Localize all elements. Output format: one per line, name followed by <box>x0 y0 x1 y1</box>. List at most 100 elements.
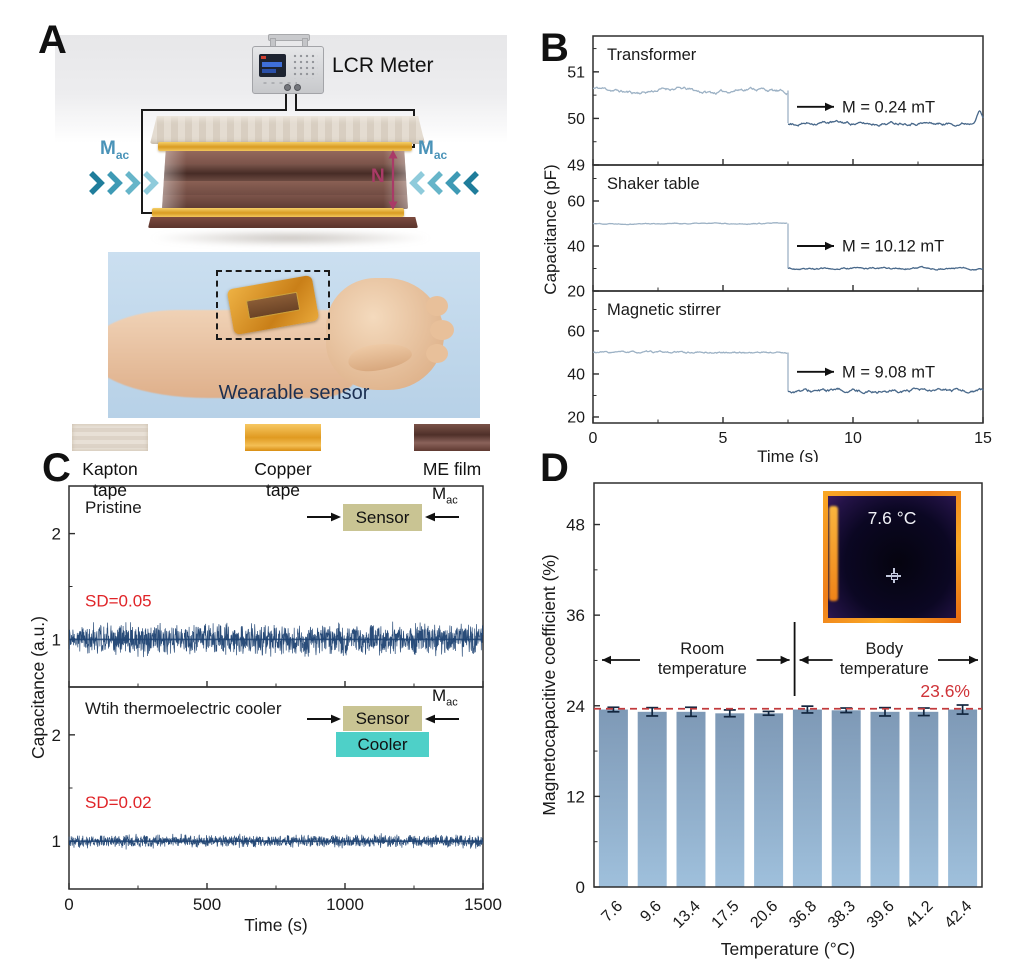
thermal-image: 7.6 °C <box>828 496 956 618</box>
lcr-screen-readout <box>262 69 276 73</box>
sensor-inset-label: Sensor <box>355 507 410 527</box>
svg-text:Magnetocapacitive coefficient: Magnetocapacitive coefficient (%) <box>540 554 559 815</box>
svg-text:Temperature (°C): Temperature (°C) <box>721 939 855 959</box>
panel-d: D 7.6 9.6 13.4 17.5 20.6 36.8 38.3 39.6 41.2 42.4… <box>540 448 1028 974</box>
mac-right-label: Mac <box>418 138 448 162</box>
legend-item-mefilm: ME film <box>412 424 492 480</box>
svg-text:Pristine: Pristine <box>85 498 142 517</box>
svg-text:24: 24 <box>566 697 585 716</box>
knuckle <box>430 320 454 340</box>
lcr-power-led <box>261 56 266 59</box>
bar-17.5 <box>715 713 745 887</box>
svg-text:38.3: 38.3 <box>825 898 859 932</box>
svg-text:1500: 1500 <box>464 895 502 914</box>
svg-text:SD=0.02: SD=0.02 <box>85 793 152 812</box>
panel-c-label: C <box>42 446 71 490</box>
svg-text:41.2: 41.2 <box>903 898 937 932</box>
base-layer <box>148 217 418 228</box>
sensor-highlight-box <box>216 270 330 340</box>
copper-swatch <box>245 424 321 451</box>
svg-text:48: 48 <box>566 516 585 535</box>
svg-text:39.6: 39.6 <box>864 898 898 932</box>
svg-text:7.6: 7.6 <box>598 898 626 926</box>
knuckle <box>426 344 448 363</box>
svg-text:0: 0 <box>64 895 73 914</box>
svg-text:9.6: 9.6 <box>637 898 665 926</box>
field-chevrons-left-icon <box>89 171 159 195</box>
svg-text:40: 40 <box>567 239 585 256</box>
arrow-right-icon <box>307 512 341 522</box>
lcr-screen <box>259 54 286 77</box>
panel-a: A LCR Meter <box>30 18 530 501</box>
svg-text:36.8: 36.8 <box>786 898 820 932</box>
panel-a-label: A <box>38 18 67 62</box>
arrow-right-icon <box>307 714 341 724</box>
panel-b-label: B <box>540 26 569 70</box>
subplot-magnetic-stirrer: 20 40 60 Magnetic stirrer M = 9.08 mT <box>567 290 984 426</box>
kapton-label: Kapton tape <box>82 459 138 500</box>
sensor-inset-box: Sensor <box>343 504 422 531</box>
svg-text:Capacitance (pF): Capacitance (pF) <box>541 164 560 294</box>
thermal-temperature-label: 7.6 °C <box>867 508 917 528</box>
bar-36.8 <box>792 709 822 887</box>
svg-text:42.4: 42.4 <box>941 898 975 932</box>
svg-text:12: 12 <box>566 787 585 806</box>
mac-inset-label: Mac <box>432 484 458 507</box>
svg-text:M = 10.12 mT: M = 10.12 mT <box>842 238 944 256</box>
chart-c: 1 2 Pristine SD=0.05 1 2 Wtih thermoelectric c… <box>30 485 502 935</box>
bar-20.6 <box>754 713 784 887</box>
svg-text:20: 20 <box>567 409 585 426</box>
svg-text:36: 36 <box>566 606 585 625</box>
subplot-transformer: 49 50 51 Transformer M = 0.24 mT <box>567 35 984 175</box>
svg-text:Time (s): Time (s) <box>244 915 308 935</box>
svg-text:2: 2 <box>52 726 61 745</box>
svg-text:20.6: 20.6 <box>747 898 781 932</box>
wearable-sensor-label: Wearable sensor <box>218 382 370 404</box>
svg-text:5: 5 <box>719 430 728 447</box>
me-film-layer <box>162 164 408 181</box>
lcr-meter <box>252 34 324 94</box>
bar-41.2 <box>909 711 939 887</box>
bar-42.4 <box>948 709 978 887</box>
lcr-button-row <box>261 81 297 85</box>
svg-text:Wtih thermoelectric cooler: Wtih thermoelectric cooler <box>85 699 282 718</box>
field-chevrons-right-icon <box>409 171 479 195</box>
chart-d: 7.6 9.6 13.4 17.5 20.6 36.8 38.3 39.6 41.2 42.4 0 1… <box>540 482 983 959</box>
subplot-cooler: 1 2 Wtih thermoelectric cooler SD=0.02 <box>52 686 484 890</box>
lcr-keypad <box>292 53 318 79</box>
bar-39.6 <box>870 711 900 887</box>
me-film-layer <box>162 195 408 209</box>
legend-item-copper: Copper tape <box>243 424 323 501</box>
me-film-swatch <box>414 424 490 451</box>
kapton-swatch <box>72 424 148 451</box>
panel-d-label: D <box>540 446 569 490</box>
svg-text:1000: 1000 <box>326 895 364 914</box>
svg-text:SD=0.05: SD=0.05 <box>85 591 152 610</box>
lcr-body <box>252 46 324 94</box>
arrow-left-icon <box>425 512 459 522</box>
svg-text:13.4: 13.4 <box>670 898 704 932</box>
svg-text:500: 500 <box>193 895 221 914</box>
copper-label: Copper tape <box>254 459 312 500</box>
svg-text:0: 0 <box>576 878 585 897</box>
fist <box>326 278 444 390</box>
lcr-terminal <box>284 84 291 91</box>
svg-text:49: 49 <box>567 158 585 175</box>
mac-left-label: Mac <box>100 138 130 162</box>
svg-text:40: 40 <box>567 366 585 383</box>
panel-c: C 1 2 Pristine SD=0.05 1 2 Wtih thermoelectric… <box>30 448 510 954</box>
lcr-screen-readout <box>262 62 282 67</box>
svg-text:10: 10 <box>844 430 862 447</box>
thermal-image-inset: 7.6 °C <box>823 491 961 623</box>
cooler-inset-label: Cooler <box>357 734 408 754</box>
lcr-handle <box>268 34 310 41</box>
glass-overlay <box>162 151 408 209</box>
bar-38.3 <box>831 710 861 887</box>
lcr-terminal <box>294 84 301 91</box>
thermal-hot-edge <box>829 506 838 602</box>
layer-count-arrow-icon <box>388 150 398 210</box>
kapton-layer <box>150 116 425 144</box>
mac-inset-label: Mac <box>432 686 458 709</box>
svg-text:60: 60 <box>567 323 585 340</box>
